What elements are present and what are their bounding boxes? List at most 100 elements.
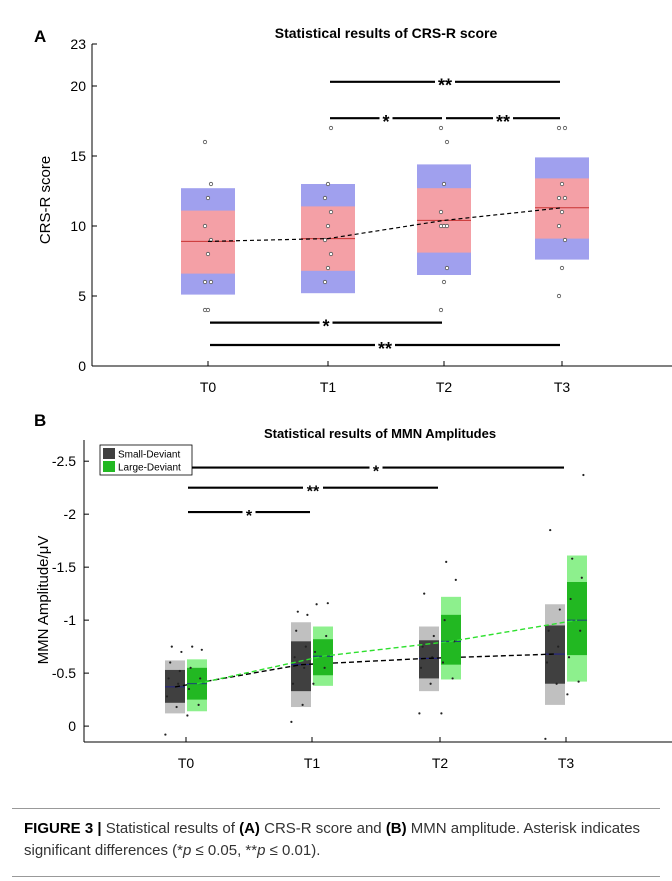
x-tick-label: T3 <box>558 755 575 771</box>
legend-label-large-deviant: Large-Deviant <box>118 463 181 474</box>
legend-label-small-deviant: Small-Deviant <box>118 450 180 461</box>
data-point <box>202 223 208 229</box>
data-point <box>454 578 457 581</box>
data-point <box>180 650 183 654</box>
significance-label: ** <box>307 483 320 500</box>
data-point <box>441 181 447 187</box>
data-point <box>313 650 317 654</box>
data-point <box>205 251 211 257</box>
data-point <box>441 661 445 664</box>
y-tick-label: 5 <box>78 288 86 304</box>
data-point <box>325 265 331 271</box>
data-point <box>438 125 444 131</box>
data-point <box>549 528 552 532</box>
data-point <box>429 682 432 685</box>
data-point <box>186 714 189 717</box>
data-point <box>202 279 208 285</box>
panel-b-plot-area: 0-0.5-1-1.5-2-2.5T0 T1 T2 T3**** <box>52 440 672 771</box>
data-point <box>167 677 170 680</box>
x-tick-label: T0 <box>178 755 195 771</box>
data-point <box>323 666 326 669</box>
data-point <box>178 669 181 673</box>
x-tick-label: T3 <box>554 379 571 395</box>
y-tick-label: 10 <box>70 218 86 234</box>
data-point <box>580 576 583 579</box>
data-point <box>443 619 446 622</box>
caption-text-4: ≤ 0.05, ** <box>191 842 258 859</box>
significance-label: * <box>373 463 380 480</box>
data-point <box>322 237 328 243</box>
data-point <box>304 645 307 648</box>
data-point <box>559 181 565 187</box>
legend-box <box>99 444 193 476</box>
data-point <box>303 666 306 669</box>
caption-text-5: ≤ 0.01). <box>265 842 321 859</box>
data-point <box>197 703 200 707</box>
significance-label: * <box>322 317 329 337</box>
data-point <box>432 634 435 638</box>
data-point <box>306 613 309 616</box>
data-point <box>423 592 426 595</box>
caption-text-3: MMN amplitude. Asterisk indicates signif… <box>24 820 641 859</box>
iqr-box <box>567 581 587 656</box>
y-tick-label: 23 <box>70 36 86 52</box>
data-point <box>440 712 443 715</box>
data-point <box>170 645 173 648</box>
data-point <box>547 629 550 632</box>
panel-b-letter: B <box>34 411 46 430</box>
data-point <box>444 223 450 229</box>
data-point <box>164 733 167 736</box>
data-point <box>175 705 178 709</box>
panel-a-title: Statistical results of CRS-R score <box>275 25 498 41</box>
data-point <box>200 648 203 651</box>
data-point <box>293 656 296 659</box>
data-point <box>205 307 211 313</box>
data-point <box>208 181 214 187</box>
data-point <box>545 661 549 664</box>
data-point <box>544 737 547 740</box>
caption-text-1: Statistical results of <box>101 820 240 837</box>
data-point <box>556 293 562 299</box>
data-point <box>187 687 191 691</box>
panel-a-y-axis-label: CRS-R score <box>37 156 54 244</box>
data-point <box>579 629 582 632</box>
mean-trend-line <box>174 653 556 688</box>
data-point <box>326 602 329 605</box>
figure-canvas: A Statistical results of CRS-R score CRS… <box>34 25 672 771</box>
panel-a: A Statistical results of CRS-R score CRS… <box>34 25 672 395</box>
panel-b-title: Statistical results of MMN Amplitudes <box>264 426 496 441</box>
iqr-box <box>291 641 311 692</box>
iqr-box <box>545 625 565 684</box>
data-point <box>191 645 194 648</box>
data-point <box>291 682 295 685</box>
iqr-box <box>441 614 461 665</box>
data-point <box>556 195 562 201</box>
significance-label: * <box>246 508 253 525</box>
data-point <box>328 125 334 131</box>
x-tick-label: T0 <box>200 379 217 395</box>
data-point <box>421 645 424 648</box>
data-point <box>569 597 572 601</box>
data-point <box>322 195 328 201</box>
significance-label: ** <box>496 112 510 132</box>
data-point <box>169 661 172 664</box>
y-tick-label: -2.5 <box>52 453 76 469</box>
panel-b: B Statistical results of MMN Amplitudes … <box>34 411 672 771</box>
data-point <box>199 677 202 680</box>
data-point <box>296 610 299 613</box>
data-point <box>290 720 293 723</box>
data-point <box>566 693 569 696</box>
data-point <box>165 695 169 698</box>
y-tick-label: 15 <box>70 148 86 164</box>
iqr-box <box>419 640 439 679</box>
caption-p-2: p <box>257 842 266 859</box>
iqr-box <box>535 178 589 239</box>
significance-label: ** <box>438 76 452 96</box>
x-tick-label: T1 <box>320 379 337 395</box>
data-point <box>322 279 328 285</box>
y-tick-label: 20 <box>70 78 86 94</box>
caption-ref-b: (B) <box>385 820 407 837</box>
data-point <box>559 209 565 215</box>
iqr-box <box>181 210 235 274</box>
